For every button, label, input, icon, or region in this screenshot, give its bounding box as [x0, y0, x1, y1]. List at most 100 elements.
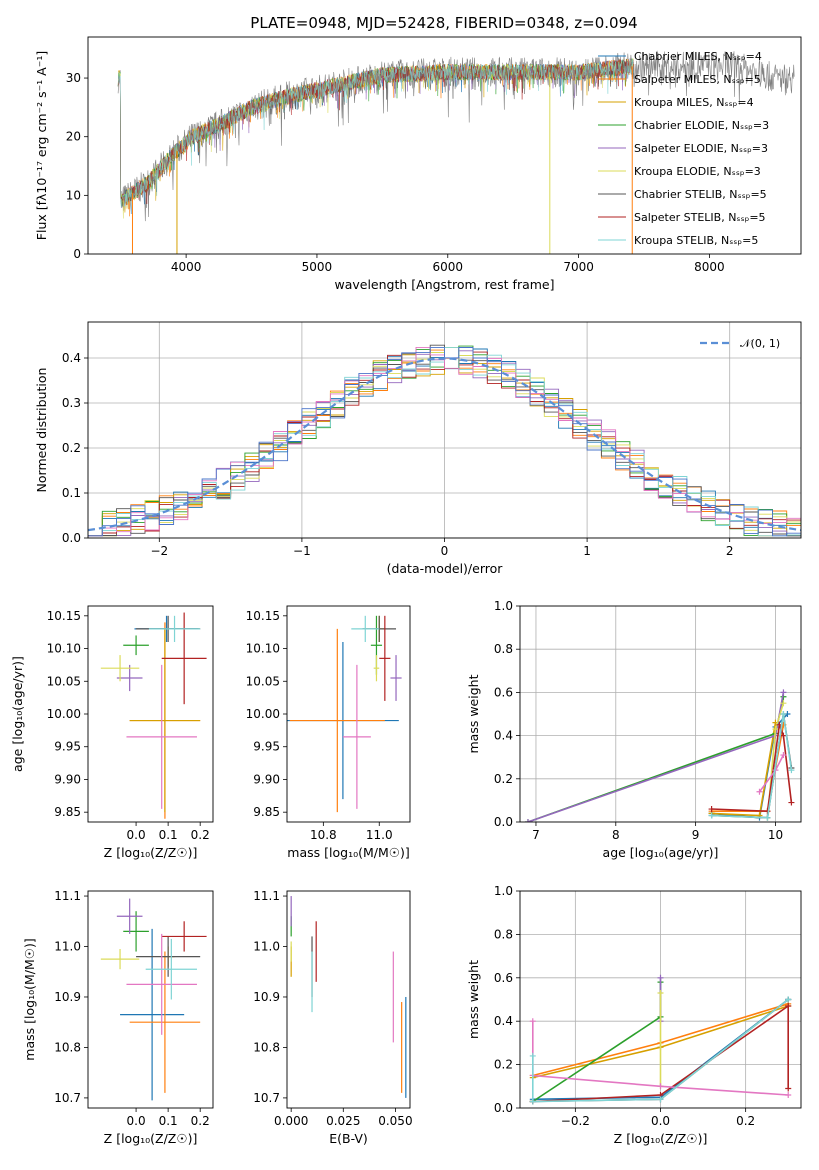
plot-area-2: [88, 322, 801, 538]
data-point: [379, 615, 391, 701]
y-tick-label: 10.15: [47, 609, 81, 623]
data-point: [129, 951, 201, 1093]
x-axis-label: age [log₁₀(age/yr)]: [603, 845, 719, 860]
x-tick-label: 10: [768, 828, 783, 842]
weight-marker: [785, 996, 792, 1003]
x-axis-label: Z [log₁₀(Z/Z☉)]: [614, 1131, 708, 1146]
weight-marker: [785, 1003, 792, 1010]
x-axis-label: Z [log₁₀(Z/Z☉)]: [104, 1131, 198, 1146]
y-tick-label: 20: [66, 130, 81, 144]
x-tick-label: 0.2: [191, 828, 210, 842]
x-tick-label: 1: [583, 544, 591, 558]
y-axis-label: age [log₁₀(age/yr)]: [10, 656, 25, 772]
data-point: [373, 655, 380, 682]
axes-frame: [286, 605, 411, 823]
x-tick-label: 0: [441, 544, 449, 558]
histogram-step: [88, 347, 801, 537]
weight-marker: [524, 819, 531, 822]
y-tick-label: 0.2: [62, 441, 81, 455]
y-tick-label: 10.8: [54, 1040, 81, 1054]
weight-series-line: [527, 692, 785, 822]
weight-series-line: [711, 713, 793, 819]
panel-3: [84, 605, 214, 826]
y-tick-label: 10.10: [47, 642, 81, 656]
weight-series-line: [527, 696, 785, 822]
weight-marker: [529, 1098, 536, 1105]
data-point: [136, 936, 201, 977]
normal-reference-curve: [88, 357, 801, 532]
y-tick-label: 0.4: [494, 729, 513, 743]
panel-1: [84, 36, 802, 258]
weight-marker: [785, 1085, 792, 1092]
axes-frame: [519, 890, 802, 1109]
x-tick-label: 0.050: [378, 1114, 412, 1128]
y-tick-label: 9.90: [54, 772, 81, 786]
y-tick-label: 10.7: [54, 1091, 81, 1105]
panel-2: [84, 321, 802, 542]
x-tick-label: 8000: [694, 260, 725, 274]
data-point: [126, 664, 197, 809]
data-point: [116, 898, 143, 934]
y-tick-label: 9.85: [253, 805, 280, 819]
weight-series-line: [531, 1021, 789, 1096]
legend-label: Salpeter ELODIE, Nₛₛₚ=3: [634, 142, 768, 155]
y-tick-label: 0.1: [62, 486, 81, 500]
axes-frame: [87, 321, 802, 539]
data-point: [351, 615, 380, 642]
x-tick-label: 4000: [171, 260, 202, 274]
legend-label: Kroupa STELIB, Nₛₛₚ=5: [634, 234, 758, 247]
weight-marker: [788, 799, 795, 806]
x-tick-label: 0.2: [191, 1114, 210, 1128]
y-tick-label: 0.2: [494, 1058, 513, 1072]
data-point: [100, 655, 140, 682]
x-tick-label: −1: [293, 544, 311, 558]
panel-8: [516, 890, 802, 1112]
y-tick-label: 1.0: [494, 884, 513, 898]
y-tick-label: 0.8: [494, 927, 513, 941]
x-tick-label: 9: [692, 828, 700, 842]
data-point: [145, 938, 197, 1000]
y-tick-label: 10.10: [246, 642, 280, 656]
plot-area-4: [287, 615, 402, 813]
legend-label: Salpeter MILES, Nₛₛₚ=5: [634, 73, 761, 86]
weight-marker: [657, 989, 664, 996]
legend-label: Kroupa MILES, Nₛₛₚ=4: [634, 96, 754, 109]
y-tick-label: 10.9: [253, 990, 280, 1004]
model-spectrum: [117, 58, 634, 208]
weight-marker: [657, 974, 664, 981]
y-tick-label: 10.9: [54, 990, 81, 1004]
y-tick-label: 0.0: [494, 1101, 513, 1115]
plot-area-5: [520, 606, 801, 822]
y-tick-label: 0.2: [494, 772, 513, 786]
axes-frame: [87, 890, 214, 1109]
legend-label: Chabrier MILES, Nₛₛₚ=4: [634, 50, 762, 63]
panel-7: [283, 890, 411, 1112]
y-tick-label: 10.00: [246, 707, 280, 721]
y-tick-label: 11.1: [54, 889, 81, 903]
legend-label: Chabrier STELIB, Nₛₛₚ=5: [634, 188, 767, 201]
y-tick-label: 0.0: [62, 531, 81, 545]
x-tick-label: 0.2: [736, 1114, 755, 1128]
x-tick-label: 5000: [302, 260, 333, 274]
data-point: [120, 928, 185, 1101]
y-axis-label: Normed distribution: [34, 368, 49, 493]
y-tick-label: 9.95: [54, 740, 81, 754]
x-tick-label: 0.1: [159, 1114, 178, 1128]
histogram-step: [88, 346, 801, 537]
data-point: [123, 911, 149, 952]
y-axis-label: mass [log₁₀(M/M☉)]: [22, 938, 37, 1060]
y-tick-label: 0.6: [494, 685, 513, 699]
x-tick-label: −0.2: [561, 1114, 590, 1128]
data-point: [116, 664, 143, 692]
y-tick-label: 10: [66, 188, 81, 202]
y-tick-label: 10.15: [246, 609, 280, 623]
weight-marker: [708, 806, 715, 813]
y-tick-label: 10.7: [253, 1091, 280, 1105]
weight-marker: [529, 1052, 536, 1059]
panel-6: [84, 890, 214, 1112]
weight-marker: [780, 700, 787, 707]
chart-title: PLATE=0948, MJD=52428, FIBERID=0348, z=0…: [250, 14, 637, 32]
axes-frame: [286, 890, 411, 1109]
plot-area-3: [100, 612, 207, 819]
weight-series-line: [531, 998, 789, 1103]
